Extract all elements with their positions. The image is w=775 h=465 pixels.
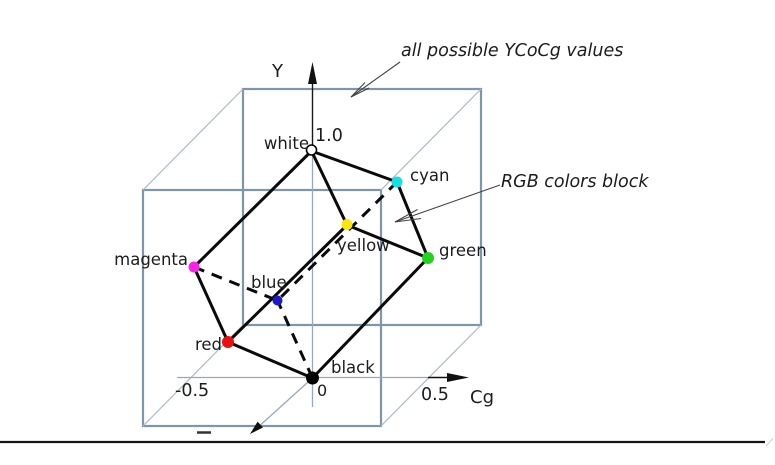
y-axis-tick-1: 1.0 xyxy=(315,126,343,146)
cg-axis-arrowhead xyxy=(447,373,469,382)
annotation-leaders xyxy=(350,61,501,223)
label-magenta: magenta xyxy=(114,250,188,269)
edge-white-magenta xyxy=(192,149,313,269)
axis-arrows xyxy=(250,62,469,434)
vertex-dot-cyan xyxy=(391,176,403,188)
outer-annotation-arrow-barb xyxy=(350,82,366,98)
edge-magenta-red xyxy=(192,265,230,344)
axis-shafts-light xyxy=(177,151,430,430)
label-white: white xyxy=(264,134,309,153)
inner-annotation-leader xyxy=(394,184,501,223)
label-cyan: cyan xyxy=(410,166,449,185)
vertex-dot-magenta xyxy=(188,261,200,273)
cg-tick-pos: 0.5 xyxy=(421,385,449,405)
rgb-block-hidden-edges xyxy=(193,180,399,379)
outer-annotation-leader xyxy=(350,61,401,98)
co-axis-arrowhead xyxy=(250,421,263,434)
cube-diagonal-top-left xyxy=(142,88,244,191)
edge-magenta-blue xyxy=(193,265,279,302)
inner-annotation-text: RGB colors block xyxy=(501,172,649,192)
edge-yellow-red xyxy=(226,223,349,344)
edge-cyan-blue xyxy=(276,180,399,302)
vertex-dot-white xyxy=(305,144,318,156)
edge-red-black xyxy=(226,340,314,380)
edge-white-cyan xyxy=(310,149,399,184)
vertex-dots xyxy=(188,144,434,385)
label-black: black xyxy=(331,358,375,377)
label-yellow: yellow xyxy=(337,236,390,255)
cg-tick-neg: -0.5 xyxy=(175,381,209,401)
y-axis-label: Y xyxy=(271,61,284,82)
cube-diagonal-bottom-right xyxy=(380,324,482,427)
vertex-dot-red xyxy=(222,336,234,348)
vertex-dot-blue xyxy=(272,295,283,306)
co-axis-line xyxy=(255,377,313,430)
edge-yellow-green xyxy=(345,223,430,260)
vertex-labels: white cyan yellow green magenta blue red… xyxy=(114,134,487,377)
cg-axis-label: Cg xyxy=(470,387,494,408)
outer-annotation-text: all possible YCoCg values xyxy=(401,41,623,61)
outer-annotation-arrow-barb xyxy=(350,87,370,98)
axis-labels: Y 1.0 -0.5 0 0.5 Cg xyxy=(175,61,494,408)
inner-annotation-arrow-barb xyxy=(394,209,418,223)
vertex-dot-yellow xyxy=(341,219,353,230)
edge-white-yellow xyxy=(310,149,349,227)
edge-black-blue xyxy=(276,299,314,379)
separator-end-artifact xyxy=(765,438,774,447)
cube-diagonal-top-right xyxy=(380,88,482,191)
label-green: green xyxy=(439,241,487,260)
inner-annotation-arrow-barb xyxy=(394,217,422,223)
vertex-dot-black xyxy=(306,371,319,385)
rgb-block-solid-edges xyxy=(192,149,430,380)
label-blue: blue xyxy=(251,273,287,292)
vertex-dot-green xyxy=(422,252,434,264)
edge-black-green xyxy=(311,256,430,380)
y-axis-arrowhead xyxy=(308,62,317,84)
annotations: all possible YCoCg values RGB colors blo… xyxy=(401,41,649,192)
label-red: red xyxy=(195,335,222,354)
cg-tick-zero: 0 xyxy=(317,381,327,400)
